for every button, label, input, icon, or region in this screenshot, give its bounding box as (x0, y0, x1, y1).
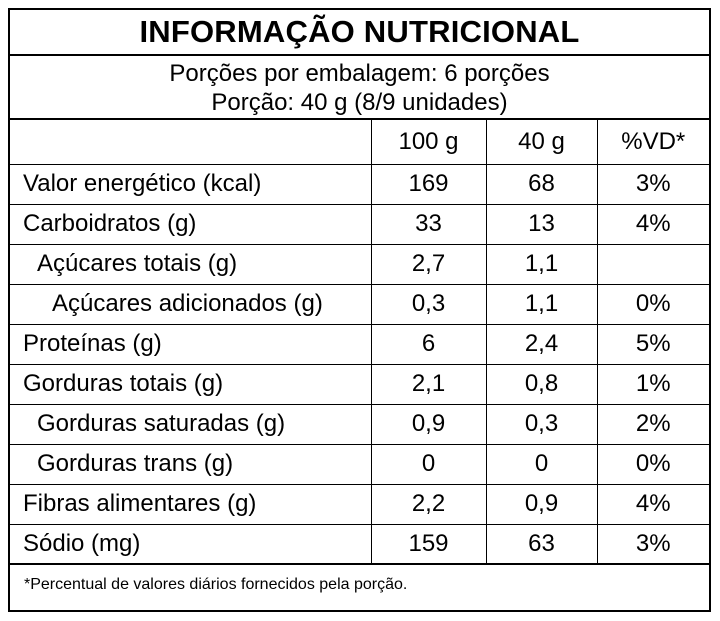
daily-value-percent: 2% (596, 403, 709, 445)
header-per-portion: 40 g (485, 120, 598, 165)
daily-value-percent: 1% (596, 363, 709, 405)
table-row: Valor energético (kcal) 169 68 3% (10, 163, 709, 205)
value-per-100g: 33 (370, 203, 487, 245)
value-per-100g: 169 (370, 163, 487, 205)
nutrient-label: Valor energético (kcal) (10, 163, 372, 205)
value-per-portion: 2,4 (485, 323, 598, 365)
table-row: Açúcares adicionados (g) 0,3 1,1 0% (10, 283, 709, 325)
portion-size: Porção: 40 g (8/9 unidades) (211, 89, 508, 116)
header-nutrient (10, 120, 372, 165)
nutrient-label: Carboidratos (g) (10, 203, 372, 245)
header-daily-value: %VD* (596, 120, 709, 165)
daily-value-percent: 0% (596, 283, 709, 325)
daily-value-percent: 3% (596, 523, 709, 565)
value-per-portion: 0,3 (485, 403, 598, 445)
value-per-portion: 0 (485, 443, 598, 485)
nutrient-label: Açúcares totais (g) (10, 243, 372, 285)
nutrient-label: Gorduras totais (g) (10, 363, 372, 405)
value-per-100g: 2,2 (370, 483, 487, 525)
value-per-100g: 0 (370, 443, 487, 485)
value-per-100g: 0,9 (370, 403, 487, 445)
value-per-100g: 6 (370, 323, 487, 365)
table-row: Carboidratos (g) 33 13 4% (10, 203, 709, 245)
table-row: Fibras alimentares (g) 2,2 0,9 4% (10, 483, 709, 525)
nutrient-label: Sódio (mg) (10, 523, 372, 565)
daily-value-percent (596, 243, 709, 285)
portions-per-package: Porções por embalagem: 6 porções (169, 60, 550, 87)
table-row: Proteínas (g) 6 2,4 5% (10, 323, 709, 365)
daily-value-percent: 4% (596, 483, 709, 525)
portion-info: Porções por embalagem: 6 porções Porção:… (10, 56, 709, 120)
nutrition-facts-panel: INFORMAÇÃO NUTRICIONAL Porções por embal… (8, 8, 711, 612)
nutrition-table: 100 g 40 g %VD* Valor energético (kcal) 1… (10, 120, 709, 565)
value-per-100g: 2,1 (370, 363, 487, 405)
value-per-100g: 2,7 (370, 243, 487, 285)
panel-title: INFORMAÇÃO NUTRICIONAL (10, 10, 709, 56)
value-per-100g: 159 (370, 523, 487, 565)
header-per-100g: 100 g (370, 120, 487, 165)
table-row: Açúcares totais (g) 2,7 1,1 (10, 243, 709, 285)
daily-value-percent: 4% (596, 203, 709, 245)
table-row: Gorduras saturadas (g) 0,9 0,3 2% (10, 403, 709, 445)
value-per-portion: 0,9 (485, 483, 598, 525)
value-per-portion: 1,1 (485, 243, 598, 285)
value-per-portion: 0,8 (485, 363, 598, 405)
nutrient-label: Gorduras trans (g) (10, 443, 372, 485)
daily-value-percent: 0% (596, 443, 709, 485)
nutrient-label: Gorduras saturadas (g) (10, 403, 372, 445)
value-per-portion: 63 (485, 523, 598, 565)
nutrient-label: Fibras alimentares (g) (10, 483, 372, 525)
nutrient-label: Proteínas (g) (10, 323, 372, 365)
table-row: Gorduras totais (g) 2,1 0,8 1% (10, 363, 709, 405)
value-per-portion: 1,1 (485, 283, 598, 325)
nutrient-label: Açúcares adicionados (g) (10, 283, 372, 325)
table-header-row: 100 g 40 g %VD* (10, 120, 709, 165)
value-per-100g: 0,3 (370, 283, 487, 325)
value-per-portion: 68 (485, 163, 598, 205)
daily-value-percent: 3% (596, 163, 709, 205)
table-row: Gorduras trans (g) 0 0 0% (10, 443, 709, 485)
footnote: *Percentual de valores diários fornecido… (24, 576, 408, 593)
value-per-portion: 13 (485, 203, 598, 245)
table-row: Sódio (mg) 159 63 3% (10, 523, 709, 565)
daily-value-percent: 5% (596, 323, 709, 365)
